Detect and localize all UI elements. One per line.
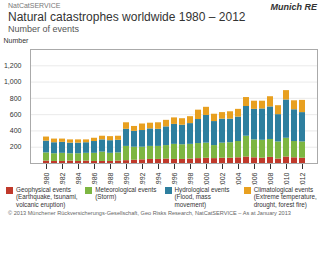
svg-text:1988: 1988: [107, 172, 114, 185]
svg-text:1,200: 1,200: [4, 62, 22, 69]
svg-text:2010: 2010: [283, 172, 290, 185]
html-text:Climatological events (Extreme: Climatological events (Extreme temperatu…: [253, 186, 317, 208]
svg-text:800: 800: [10, 95, 22, 102]
svg-text:1984: 1984: [75, 172, 82, 185]
svg-text:1980: 1980: [43, 172, 50, 185]
svg-text:2012: 2012: [299, 172, 306, 185]
svg-text:2002: 2002: [219, 172, 226, 185]
svg-text:2000: 2000: [203, 172, 210, 185]
svg-text:1,000: 1,000: [4, 78, 22, 85]
svg-text:1982: 1982: [59, 172, 66, 185]
html-text:© 2013 Münchener Rückversicher: © 2013 Münchener Rückversicherungs-Gesel…: [8, 209, 291, 216]
svg-text:1986: 1986: [91, 172, 98, 185]
svg-text:1998: 1998: [187, 172, 194, 185]
svg-text:2006: 2006: [251, 172, 258, 185]
html-text:NatCatSERVICE: NatCatSERVICE: [8, 2, 61, 9]
html-text:Munich RE: Munich RE: [270, 2, 317, 12]
html-text:Natural catastrophes worldwide: Natural catastrophes worldwide 1980 – 20…: [8, 10, 246, 24]
html-text:Hydrological events (Flood, ma: Hydrological events (Flood, mass movemen…: [174, 186, 230, 208]
svg-text:2008: 2008: [267, 172, 274, 185]
svg-text:200: 200: [10, 143, 22, 150]
html-text:Geophysical events (Earthquake: Geophysical events (Earthquake, tsunami,…: [16, 186, 78, 208]
svg-text:600: 600: [10, 111, 22, 118]
html-text:Number of events: Number of events: [8, 24, 79, 34]
html-text:Meteorological events (Storm): Meteorological events (Storm): [95, 186, 157, 201]
svg-text:Number: Number: [4, 37, 30, 44]
svg-text:400: 400: [10, 127, 22, 134]
svg-text:1996: 1996: [171, 172, 178, 185]
svg-text:1990: 1990: [123, 172, 130, 185]
svg-text:1992: 1992: [139, 172, 146, 185]
svg-text:2004: 2004: [235, 172, 242, 185]
svg-text:1994: 1994: [155, 172, 162, 185]
